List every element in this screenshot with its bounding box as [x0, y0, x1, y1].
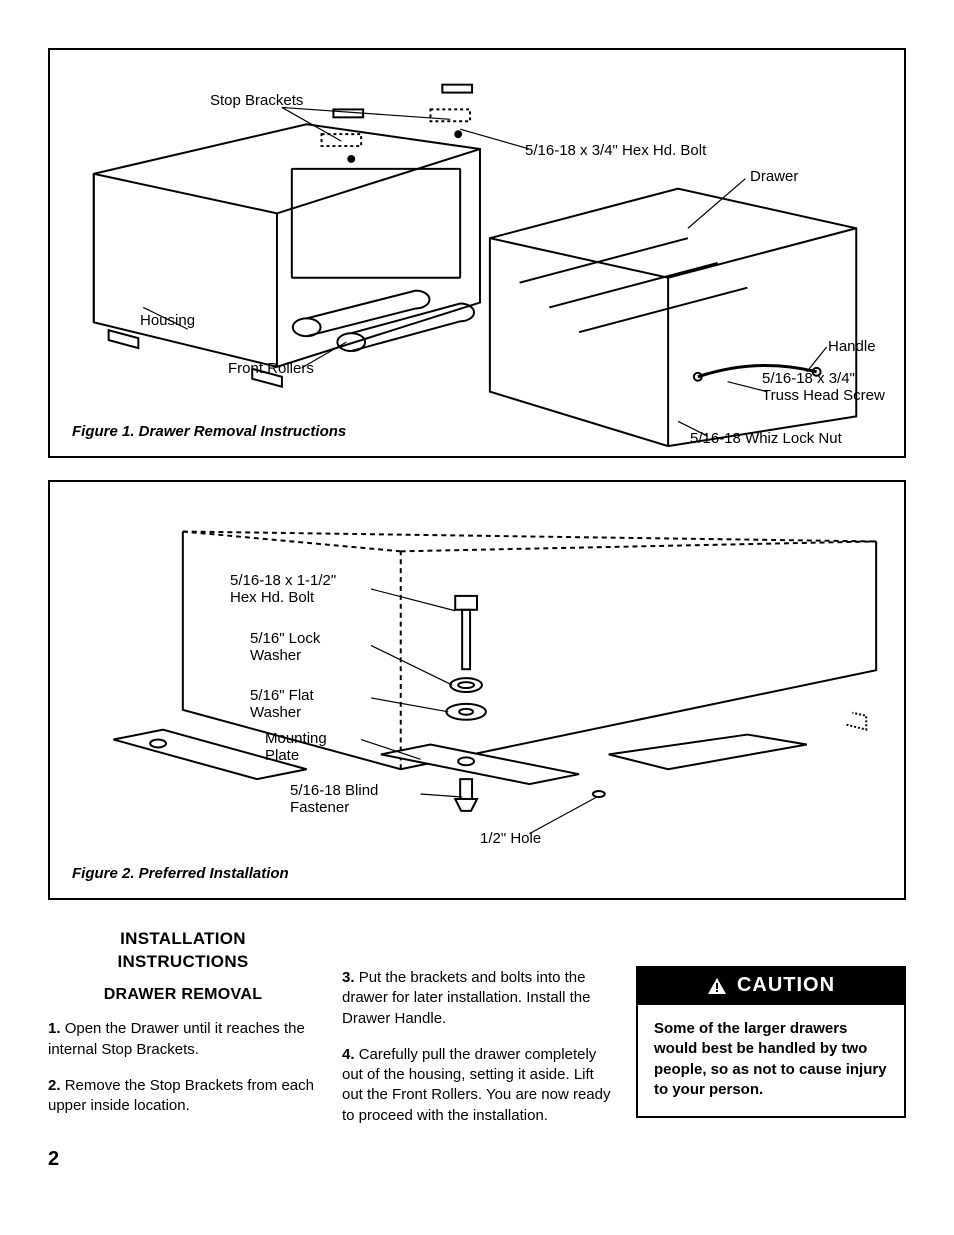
label-whiz-nut: 5/16-18 Whiz Lock Nut — [690, 430, 842, 447]
warning-icon — [707, 977, 727, 995]
section-heading: INSTALLATION INSTRUCTIONS — [48, 928, 318, 974]
page: Stop Brackets 5/16-18 x 3/4" Hex Hd. Bol… — [0, 0, 954, 1235]
label-handle: Handle — [828, 338, 876, 355]
label-housing: Housing — [140, 312, 195, 329]
column-2: 3. Put the brackets and bolts into the d… — [342, 922, 612, 1142]
figure-2-diagram — [50, 482, 904, 898]
figure-1-caption: Figure 1. Drawer Removal Instructions — [72, 423, 346, 440]
label-hex-bolt-long: 5/16-18 x 1-1/2" Hex Hd. Bolt — [230, 572, 336, 606]
caution-title: CAUTION — [737, 972, 835, 999]
label-front-rollers: Front Rollers — [228, 360, 314, 377]
label-blind-fastener: 5/16-18 Blind Fastener — [290, 782, 378, 816]
step-3-text: Put the brackets and bolts into the draw… — [342, 969, 590, 1027]
label-hole: 1/2" Hole — [480, 830, 541, 847]
instruction-columns: INSTALLATION INSTRUCTIONS DRAWER REMOVAL… — [48, 922, 906, 1142]
caution-box: CAUTION Some of the larger drawers would… — [636, 966, 906, 1118]
step-1: 1. Open the Drawer until it reaches the … — [48, 1019, 318, 1060]
step-2: 2. Remove the Stop Brackets from each up… — [48, 1076, 318, 1117]
step-4-text: Carefully pull the drawer completely out… — [342, 1046, 611, 1124]
page-number: 2 — [48, 1148, 59, 1171]
column-1: INSTALLATION INSTRUCTIONS DRAWER REMOVAL… — [48, 922, 318, 1142]
label-hex-bolt: 5/16-18 x 3/4" Hex Hd. Bolt — [525, 142, 706, 159]
label-mounting-plate: Mounting Plate — [265, 730, 327, 764]
caution-body: Some of the larger drawers would best be… — [638, 1005, 904, 1116]
label-lock-washer: 5/16" Lock Washer — [250, 630, 320, 664]
label-stop-brackets: Stop Brackets — [210, 92, 303, 109]
figure-2-caption: Figure 2. Preferred Installation — [72, 865, 289, 882]
sub-heading: DRAWER REMOVAL — [48, 984, 318, 1006]
label-flat-washer: 5/16" Flat Washer — [250, 687, 314, 721]
step-1-text: Open the Drawer until it reaches the int… — [48, 1020, 305, 1057]
label-truss-screw: 5/16-18 x 3/4" Truss Head Screw — [762, 370, 885, 404]
caution-header: CAUTION — [638, 968, 904, 1005]
figure-2: 5/16-18 x 1-1/2" Hex Hd. Bolt 5/16" Lock… — [48, 480, 906, 900]
figure-1: Stop Brackets 5/16-18 x 3/4" Hex Hd. Bol… — [48, 48, 906, 458]
step-4: 4. Carefully pull the drawer completely … — [342, 1045, 612, 1126]
label-drawer: Drawer — [750, 168, 798, 185]
step-3: 3. Put the brackets and bolts into the d… — [342, 968, 612, 1029]
column-3: CAUTION Some of the larger drawers would… — [636, 922, 906, 1142]
step-2-text: Remove the Stop Brackets from each upper… — [48, 1077, 314, 1114]
